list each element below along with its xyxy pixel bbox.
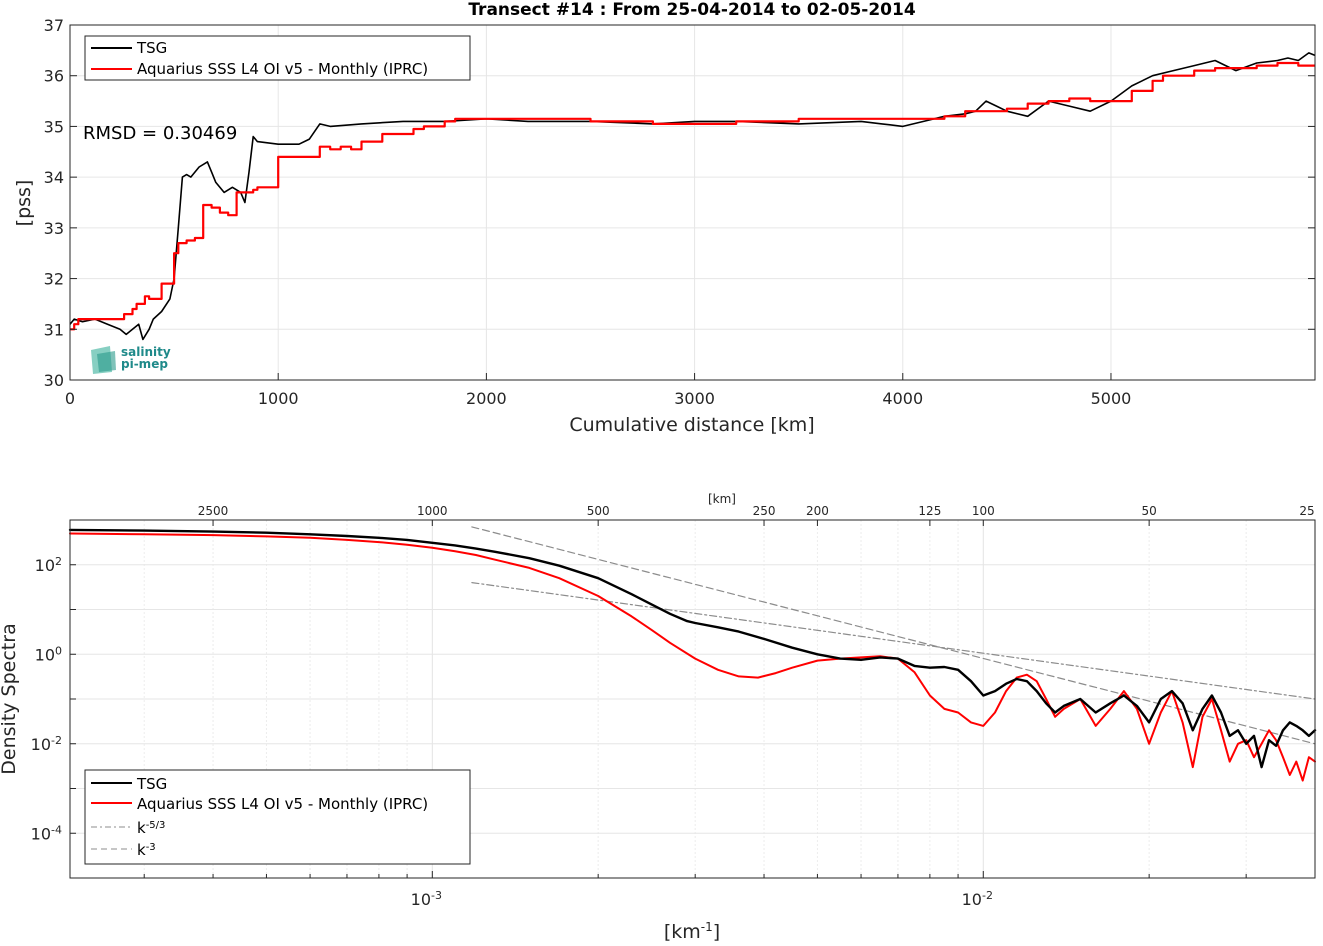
top-x-tick-label-5000: 5000 xyxy=(1091,389,1132,408)
bottom-y-tick-label-3: 102 xyxy=(35,554,62,575)
top-x-tick-label-1000: 1000 xyxy=(258,389,299,408)
bottom-legend-label-tsg: TSG xyxy=(136,775,167,793)
top-y-tick-label-34: 34 xyxy=(44,168,64,187)
bottom-top-tick-label-125: 125 xyxy=(918,504,941,518)
top-x-ticks: 0 1000 2000 3000 4000 5000 xyxy=(65,373,1131,408)
top-x-tick-label-2000: 2000 xyxy=(466,389,507,408)
density-spectra-chart: 10-3 10-2 10-4 10-2 100 102 2500 1000 500 250 20… xyxy=(0,492,1317,943)
bottom-top-axis-label: [km] xyxy=(708,492,736,506)
top-series-aquarius xyxy=(70,61,1315,331)
bottom-top-tick-label-100: 100 xyxy=(972,504,995,518)
bottom-y-tick-label-0: 10-4 xyxy=(31,823,62,844)
top-legend-label-tsg: TSG xyxy=(136,39,167,57)
top-legend-box xyxy=(84,35,471,81)
bottom-legend-box xyxy=(84,769,471,865)
top-y-axis-label: [pss] xyxy=(13,180,35,227)
rmsd-annotation: RMSD = 0.30469 xyxy=(83,123,237,144)
bottom-y-axis-label: Density Spectra xyxy=(0,623,20,774)
bottom-top-tick-label-2500: 2500 xyxy=(198,504,229,518)
top-plot-frame xyxy=(69,24,1316,381)
top-x-tick-label-0: 0 xyxy=(65,389,75,408)
top-y-tick-label-32: 32 xyxy=(44,270,64,289)
top-series-group xyxy=(69,52,1316,341)
top-chart-title: Transect #14 : From 25-04-2014 to 02-05-… xyxy=(468,0,916,20)
logo-text-line1: salinity xyxy=(121,345,171,359)
salinity-transect-chart: 0 1000 2000 3000 4000 5000 30 31 32 33 34 35 36 37 T… xyxy=(13,0,1316,436)
bottom-series-k53 xyxy=(471,582,1316,700)
bottom-series-group xyxy=(68,526,1317,782)
top-legend: TSG Aquarius SSS L4 OI v5 - Monthly (IPR… xyxy=(84,35,471,81)
top-legend-label-aquarius: Aquarius SSS L4 OI v5 - Monthly (IPRC) xyxy=(137,60,428,78)
bottom-top-tick-label-500: 500 xyxy=(587,504,610,518)
bottom-y-tick-label-1: 10-2 xyxy=(31,733,62,754)
bottom-legend-label-aquarius: Aquarius SSS L4 OI v5 - Monthly (IPRC) xyxy=(137,795,428,813)
top-x-tick-label-3000: 3000 xyxy=(674,389,715,408)
logo-mark-shade xyxy=(97,351,116,372)
bottom-legend: TSG Aquarius SSS L4 OI v5 - Monthly (IPR… xyxy=(84,769,471,865)
top-plot-area xyxy=(70,25,1315,380)
bottom-top-axis-ticks: 2500 1000 500 250 200 125 100 50 25 xyxy=(198,504,1316,526)
top-y-tick-label-37: 37 xyxy=(44,16,64,35)
bottom-top-tick-label-200: 200 xyxy=(806,504,829,518)
bottom-top-tick-label-25: 25 xyxy=(1299,504,1314,518)
bottom-x-tick-label-1: 10-2 xyxy=(962,889,993,910)
bottom-y-ticks: 10-4 10-2 100 102 xyxy=(31,519,76,879)
salinity-pi-mep-logo: salinity pi-mep xyxy=(91,345,171,374)
top-y-tick-label-36: 36 xyxy=(44,67,64,86)
bottom-top-tick-label-1000: 1000 xyxy=(417,504,448,518)
top-y-tick-label-31: 31 xyxy=(44,320,64,339)
top-series-tsg xyxy=(69,52,1316,341)
bottom-top-tick-label-250: 250 xyxy=(753,504,776,518)
bottom-top-tick-label-50: 50 xyxy=(1141,504,1156,518)
bottom-series-tsg xyxy=(68,528,1317,769)
top-y-tick-label-33: 33 xyxy=(44,219,64,238)
bottom-x-tick-label-0: 10-3 xyxy=(411,889,442,910)
logo-text-line2: pi-mep xyxy=(121,357,168,371)
bottom-series-aquarius xyxy=(69,532,1316,782)
top-y-ticks: 30 31 32 33 34 35 36 37 xyxy=(44,16,1315,390)
top-x-tick-label-4000: 4000 xyxy=(882,389,923,408)
bottom-series-k3 xyxy=(471,526,1316,745)
top-x-axis-label: Cumulative distance [km] xyxy=(569,414,814,436)
top-y-tick-label-30: 30 xyxy=(44,371,64,390)
top-y-tick-label-35: 35 xyxy=(44,117,64,136)
bottom-y-tick-label-2: 100 xyxy=(35,644,62,665)
bottom-x-axis-label: [km-1] xyxy=(664,920,720,942)
